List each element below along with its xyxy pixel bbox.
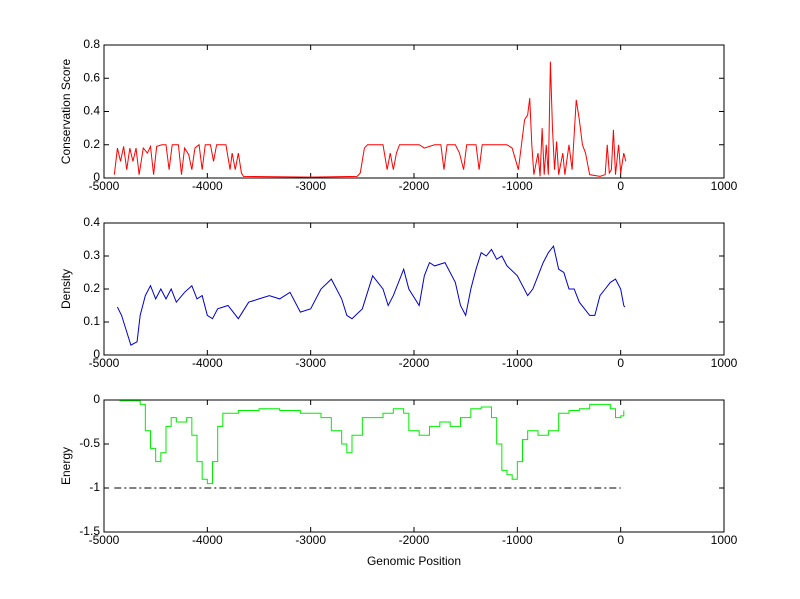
y-tick-label: -1.5: [79, 524, 100, 538]
x-tick-label: 0: [617, 356, 624, 370]
x-tick-label: -5000: [89, 533, 120, 547]
x-tick-label: -3000: [295, 356, 326, 370]
x-tick-label: -4000: [192, 179, 223, 193]
axes-frame: [103, 44, 725, 179]
axes-frame: [103, 222, 725, 356]
y-tick-label: 0.3: [83, 248, 100, 262]
x-tick-label: -2000: [399, 179, 430, 193]
x-tick-label: -5000: [89, 356, 120, 370]
x-tick-label: 0: [617, 533, 624, 547]
y-tick-label: -0.5: [79, 436, 100, 450]
y-axis-label: Conservation Score: [59, 58, 73, 164]
x-tick-label: -3000: [295, 533, 326, 547]
x-tick-label: -4000: [192, 356, 223, 370]
y-tick-label: 0: [93, 392, 100, 406]
y-axis-label: Energy: [59, 447, 73, 485]
y-tick-label: 0.2: [83, 281, 100, 295]
y-tick-label: 0.1: [83, 314, 100, 328]
x-tick-label: -4000: [192, 533, 223, 547]
x-tick-label: -3000: [295, 179, 326, 193]
y-tick-label: -1: [89, 480, 100, 494]
x-tick-label: 1000: [711, 179, 738, 193]
y-tick-label: 0.2: [83, 137, 100, 151]
axes-frame: [103, 399, 725, 533]
y-tick-label: 0: [93, 170, 100, 184]
x-tick-label: -1000: [502, 179, 533, 193]
x-tick-label: 0: [617, 179, 624, 193]
data-line: [119, 400, 625, 485]
y-tick-label: 0.6: [83, 70, 100, 84]
y-axis-label: Density: [59, 269, 73, 309]
x-tick-label: -5000: [89, 179, 120, 193]
data-line: [113, 61, 627, 178]
x-tick-label: 1000: [711, 356, 738, 370]
x-tick-label: 1000: [711, 533, 738, 547]
y-tick-label: 0: [93, 347, 100, 361]
x-tick-label: -1000: [502, 533, 533, 547]
data-line: [116, 244, 626, 346]
x-tick-label: -2000: [399, 533, 430, 547]
y-tick-label: 0.4: [83, 215, 100, 229]
x-tick-label: -2000: [399, 356, 430, 370]
y-tick-label: 0.4: [83, 104, 100, 118]
x-axis-label: Genomic Position: [367, 554, 461, 568]
y-tick-label: 0.8: [83, 37, 100, 51]
x-tick-label: -1000: [502, 356, 533, 370]
